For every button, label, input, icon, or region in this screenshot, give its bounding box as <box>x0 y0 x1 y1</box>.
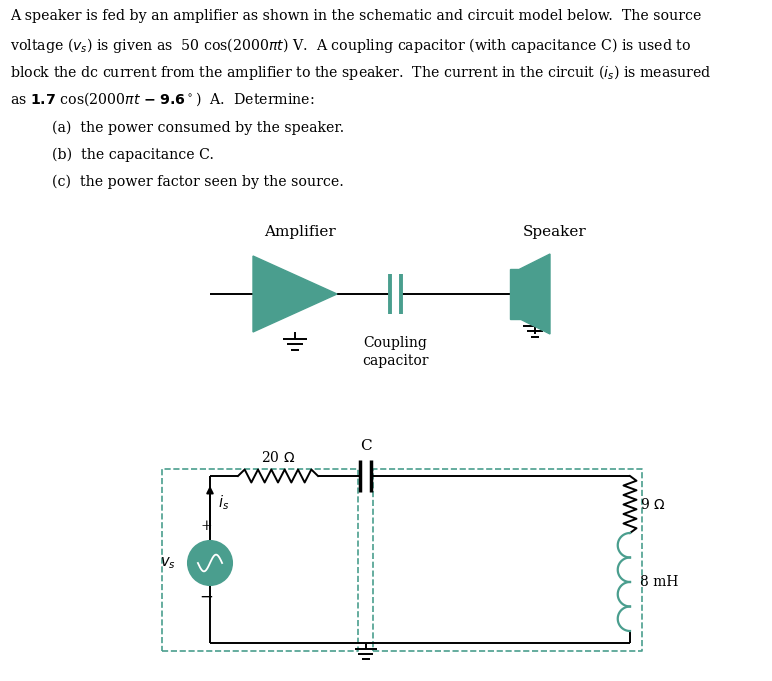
Text: (b)  the capacitance C.: (b) the capacitance C. <box>52 148 214 162</box>
Circle shape <box>188 541 232 585</box>
Text: block the dc current from the amplifier to the speaker.  The current in the circ: block the dc current from the amplifier … <box>10 63 712 82</box>
Text: (a)  the power consumed by the speaker.: (a) the power consumed by the speaker. <box>52 121 344 136</box>
Text: as $\mathbf{1.7}$ cos(2000$\pi t$ $\mathbf{-}$ $\mathbf{9.6}^\circ$)  A.  Determ: as $\mathbf{1.7}$ cos(2000$\pi t$ $\math… <box>10 90 315 108</box>
Text: −: − <box>199 589 213 606</box>
Text: +: + <box>200 519 212 533</box>
Text: C: C <box>360 439 371 453</box>
Polygon shape <box>520 254 550 334</box>
Text: voltage ($v_s$) is given as  50 cos(2000$\pi t$) V.  A coupling capacitor (with : voltage ($v_s$) is given as 50 cos(2000$… <box>10 36 691 55</box>
Text: (c)  the power factor seen by the source.: (c) the power factor seen by the source. <box>52 175 344 189</box>
Text: 20 $\Omega$: 20 $\Omega$ <box>261 450 295 465</box>
Text: Amplifier: Amplifier <box>264 225 336 239</box>
Text: 9 $\Omega$: 9 $\Omega$ <box>640 497 665 512</box>
Polygon shape <box>253 256 337 332</box>
Text: Coupling
capacitor: Coupling capacitor <box>362 336 428 368</box>
Text: Speaker: Speaker <box>523 225 587 239</box>
Text: $v_s$: $v_s$ <box>161 555 176 571</box>
Polygon shape <box>510 269 520 319</box>
Text: 8 mH: 8 mH <box>640 575 679 589</box>
Text: $i_s$: $i_s$ <box>218 494 229 512</box>
Text: A speaker is fed by an amplifier as shown in the schematic and circuit model bel: A speaker is fed by an amplifier as show… <box>10 9 702 23</box>
